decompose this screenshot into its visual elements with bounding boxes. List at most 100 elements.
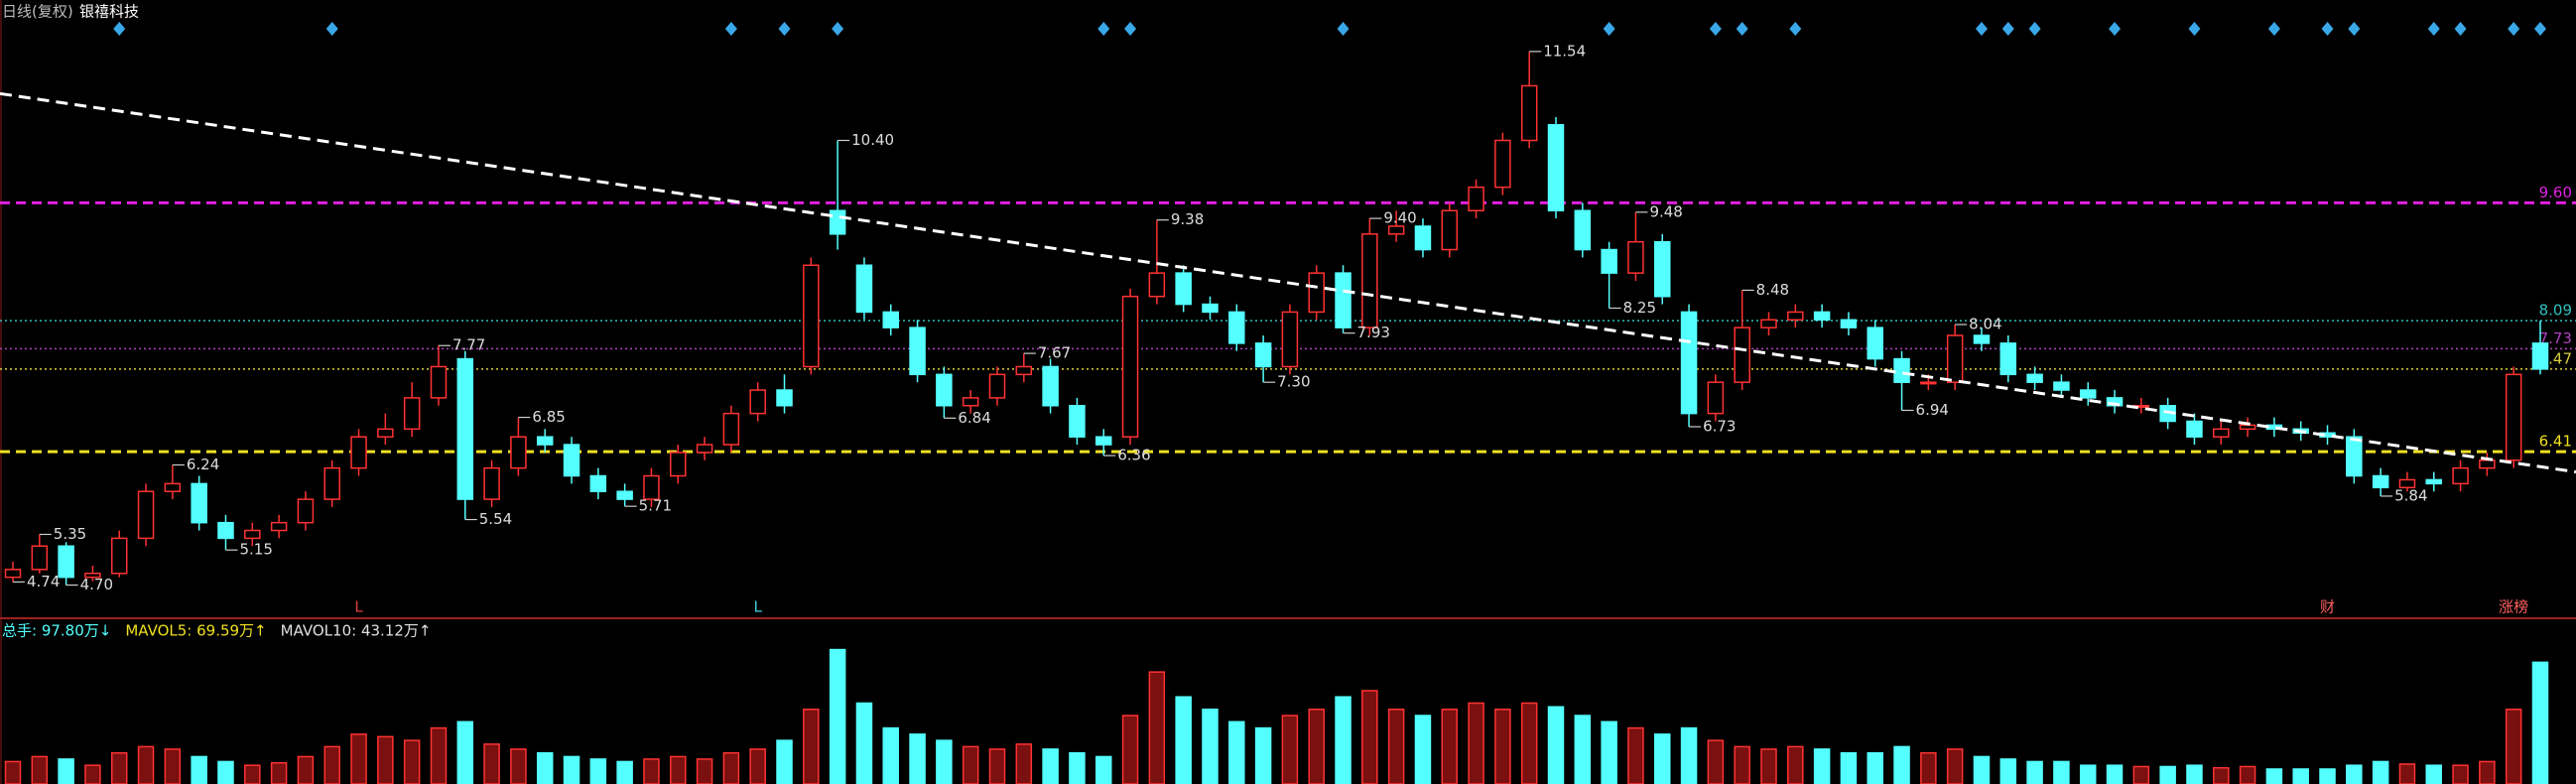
candle-body (1281, 311, 1299, 368)
volume-bar (1468, 702, 1484, 784)
annotation-label: 11.54 (1543, 42, 1586, 60)
volume-bar (2239, 765, 2256, 784)
signal-diamond (2454, 22, 2467, 36)
candle-body (1547, 124, 1565, 211)
signal-diamond (1124, 22, 1137, 36)
annotation-label: 8.04 (1969, 316, 2001, 333)
candle-body (2398, 478, 2416, 489)
volume-bar (1042, 748, 1059, 784)
volume-bar (722, 751, 740, 784)
stock-name: 银禧科技 (79, 3, 139, 21)
candle-body (1787, 311, 1804, 322)
volume-bar (1175, 696, 1192, 784)
volume-bar (1707, 739, 1725, 784)
candle-body (962, 397, 979, 407)
volume-bar (1308, 709, 1325, 784)
signal-diamond (1736, 22, 1748, 36)
volume-bar (2398, 763, 2416, 784)
candle-body (483, 466, 500, 500)
candle-body (1973, 334, 1991, 344)
volume-bar (2159, 765, 2176, 784)
annotation-label: 6.94 (1916, 401, 1949, 419)
candle-body (84, 573, 101, 579)
annotation-label: 7.67 (1038, 344, 1071, 362)
volume-bar (988, 748, 1006, 784)
annotation-label: 4.70 (80, 576, 113, 593)
candle-body (58, 545, 74, 579)
volume-bar (1840, 751, 1858, 784)
reference-label: 9.60 (2539, 184, 2572, 201)
annotation-label: 7.93 (1357, 324, 1390, 341)
volume-bar (2346, 764, 2363, 784)
volume-bar (1494, 709, 1511, 784)
candle-body (749, 389, 766, 415)
signal-diamond (2109, 22, 2122, 36)
candle-body (2372, 474, 2389, 489)
signal-diamond (2028, 22, 2041, 36)
volume-bar (31, 755, 49, 784)
volume-bar (616, 760, 633, 784)
chart-title: 日线(复权) (2, 3, 73, 21)
candle-body (1175, 272, 1192, 306)
volume-bar (2132, 765, 2150, 784)
candle-body (1308, 272, 1325, 314)
volume-bar (855, 702, 873, 784)
candle-body (988, 373, 1006, 399)
candle-body (829, 209, 846, 235)
volume-bar (589, 758, 607, 784)
volume-bar (456, 720, 474, 784)
volume-bar (1335, 696, 1352, 784)
annotation-label: 7.77 (452, 336, 485, 354)
volume-bar (350, 733, 367, 784)
candle-body (1414, 225, 1432, 251)
candle-body (1813, 311, 1831, 322)
candle-body (1015, 365, 1033, 376)
candle-body (1069, 405, 1086, 438)
candle-body (776, 389, 793, 407)
signal-diamond (724, 22, 737, 36)
volume-bar (1121, 715, 1139, 784)
volume-bar (1627, 726, 1644, 784)
annotation-label: 5.35 (54, 525, 86, 543)
annotation-label: 9.38 (1171, 210, 1204, 228)
volume-bar (1228, 720, 1245, 784)
volume-bar (2425, 764, 2443, 784)
volume-bar (936, 739, 953, 784)
volume-bar (1441, 709, 1459, 784)
candle-body (297, 498, 315, 524)
signal-diamond (1709, 22, 1722, 36)
signal-diamond (2188, 22, 2201, 36)
volume-bar (1867, 751, 1883, 784)
volume-bar (1946, 748, 1964, 784)
annotation-label: 8.48 (1756, 281, 1789, 299)
candle-body (1095, 436, 1112, 446)
candle-body (1335, 272, 1352, 328)
volume-bar (164, 748, 182, 784)
candle-body (936, 373, 953, 407)
candle-body (803, 264, 820, 368)
volume-bar (776, 739, 793, 784)
candle-body (510, 436, 527, 469)
volume-bar (2265, 768, 2283, 784)
annotation-label: 5.84 (2394, 486, 2427, 504)
volume-bar (1095, 755, 1112, 784)
volume-bar (829, 648, 846, 784)
candle-body (882, 311, 899, 328)
signal-diamond (1603, 22, 1615, 36)
annotation-label: 5.15 (239, 541, 272, 559)
candle-body (1760, 319, 1777, 328)
volume-bar (749, 748, 766, 784)
volume-bar (1574, 715, 1592, 784)
event-marker: 涨榜 (2499, 598, 2528, 616)
candle-body (350, 436, 367, 469)
candle-body (1734, 327, 1750, 383)
trend-line (0, 91, 2576, 474)
candle-body (2186, 420, 2203, 438)
signal-diamond (2427, 22, 2440, 36)
signal-diamond (778, 22, 791, 36)
annotation-label: 9.40 (1383, 209, 1416, 227)
annotation-label: 5.54 (479, 510, 512, 528)
volume-bar (1787, 745, 1804, 784)
event-marker: L (754, 598, 763, 616)
